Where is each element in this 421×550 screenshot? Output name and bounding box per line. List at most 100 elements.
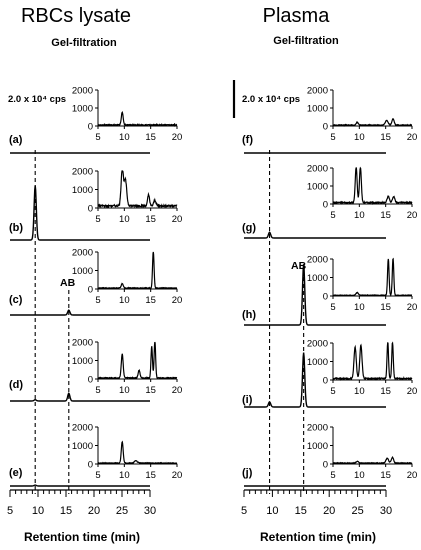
panel-label-c: (c) [9,294,23,306]
inset-y-tick-label: 0 [88,375,93,386]
main-trace-b [10,185,150,241]
inset-x-tick-label: 10 [119,470,130,481]
main-trace-i [244,352,386,408]
inset-x-tick-label: 20 [172,214,183,225]
inset-trace [332,257,413,297]
inset-x-tick-label: 5 [95,214,100,225]
inset-y-tick-label: 0 [323,200,328,211]
inset-trace [332,341,413,381]
inset-trace [97,440,178,465]
inset-x-tick-label: 15 [145,295,156,306]
panel-label-d: (d) [9,379,23,391]
inset-x-tick-label: 15 [145,214,156,225]
inset-x-tick-label: 20 [172,132,183,143]
inset-x-tick-label: 10 [119,385,130,396]
inset-y-tick-label: 1000 [307,273,328,284]
inset-y-tick-label: 0 [323,122,328,133]
inset-x-tick-label: 10 [119,295,130,306]
inset-y-tick-label: 2000 [307,255,328,266]
inset-x-tick-label: 10 [119,214,130,225]
main-trace-h [244,264,386,326]
inset-x-tick-label: 20 [407,132,418,143]
left-x-tick-label-25: 25 [116,505,128,517]
right-x-tick-label-30: 30 [380,505,392,517]
inset-trace [332,166,413,206]
inset-x-tick-label: 20 [172,470,183,481]
left-x-tick-label-5: 5 [7,505,13,517]
inset-trace [97,341,178,380]
inset-e: 0 1000 2000 5 10 15 20 [72,423,182,482]
main-trace-d [10,392,150,402]
right-title: Plasma [263,5,331,27]
inset-y-tick-label: 1000 [72,185,93,196]
panel-label-h: (h) [242,309,256,321]
left-x-tick-label-30: 30 [144,505,156,517]
left-scale-bar-label: 2.0 x 10⁴ cps [8,94,66,105]
inset-y-tick-label: 1000 [307,441,328,452]
inset-x-tick-label: 5 [330,210,335,221]
inset-trace [97,251,178,290]
panel-label-g: (g) [242,222,256,234]
inset-y-tick-label: 2000 [72,423,93,434]
inset-y-tick-label: 2000 [307,86,328,97]
inset-x-tick-label: 5 [330,386,335,397]
inset-y-tick-label: 0 [88,204,93,215]
inset-x-tick-label: 5 [95,132,100,143]
inset-x-tick-label: 10 [354,210,365,221]
inset-y-tick-label: 2000 [307,423,328,434]
inset-y-tick-label: 1000 [72,104,93,115]
right-x-tick-label-15: 15 [295,505,307,517]
inset-x-tick-label: 20 [407,470,418,481]
left-x-axis-title: Retention time (min) [24,530,140,544]
inset-x-tick-label: 15 [145,132,156,143]
inset-j: 0 1000 2000 5 10 15 20 [307,423,417,482]
inset-x-tick-label: 5 [95,385,100,396]
inset-g: 0 1000 2000 5 10 15 20 [307,164,417,222]
left-subtitle: Gel-filtration [51,37,117,49]
inset-trace [97,170,178,209]
right-scale-bar-label: 2.0 x 10⁴ cps [242,94,300,105]
inset-i: 0 1000 2000 5 10 15 20 [307,339,417,398]
inset-y-tick-label: 0 [88,122,93,133]
right-x-tick-label-5: 5 [241,505,247,517]
panel-label-a: (a) [9,134,23,146]
inset-x-tick-label: 10 [354,302,365,313]
left-x-tick-label-15: 15 [60,505,72,517]
panel-label-e: (e) [9,467,23,479]
inset-y-tick-label: 1000 [72,356,93,367]
inset-x-tick-label: 15 [380,210,391,221]
inset-x-tick-label: 20 [172,295,183,306]
inset-trace [97,110,178,128]
inset-x-tick-label: 15 [380,302,391,313]
right-subtitle: Gel-filtration [273,35,339,47]
left-x-tick-label-10: 10 [32,505,44,517]
inset-y-tick-label: 2000 [72,86,93,97]
inset-y-tick-label: 0 [323,376,328,387]
inset-x-tick-label: 5 [330,470,335,481]
inset-x-tick-label: 5 [330,302,335,313]
main-trace-e [10,484,150,487]
inset-x-tick-label: 10 [354,132,365,143]
inset-x-tick-label: 5 [95,295,100,306]
inset-y-tick-label: 1000 [307,182,328,193]
inset-y-tick-label: 1000 [307,357,328,368]
inset-c: 0 1000 2000 5 10 15 20 [72,248,182,307]
inset-x-tick-label: 15 [145,470,156,481]
inset-y-tick-label: 0 [323,460,328,471]
right-x-tick-label-10: 10 [266,505,278,517]
inset-x-tick-label: 20 [172,385,183,396]
inset-y-tick-label: 0 [323,292,328,303]
panel-label-f: (f) [242,134,253,146]
inset-x-tick-label: 15 [380,386,391,397]
inset-x-tick-label: 20 [407,386,418,397]
inset-a: 0 1000 2000 5 10 15 20 [72,86,182,144]
inset-x-tick-label: 20 [407,302,418,313]
inset-x-tick-label: 10 [354,470,365,481]
inset-y-tick-label: 2000 [72,338,93,349]
inset-x-tick-label: 15 [380,470,391,481]
inset-trace [332,456,413,465]
left-x-tick-label-20: 20 [88,505,100,517]
inset-b: 0 1000 2000 5 10 15 20 [72,167,182,226]
